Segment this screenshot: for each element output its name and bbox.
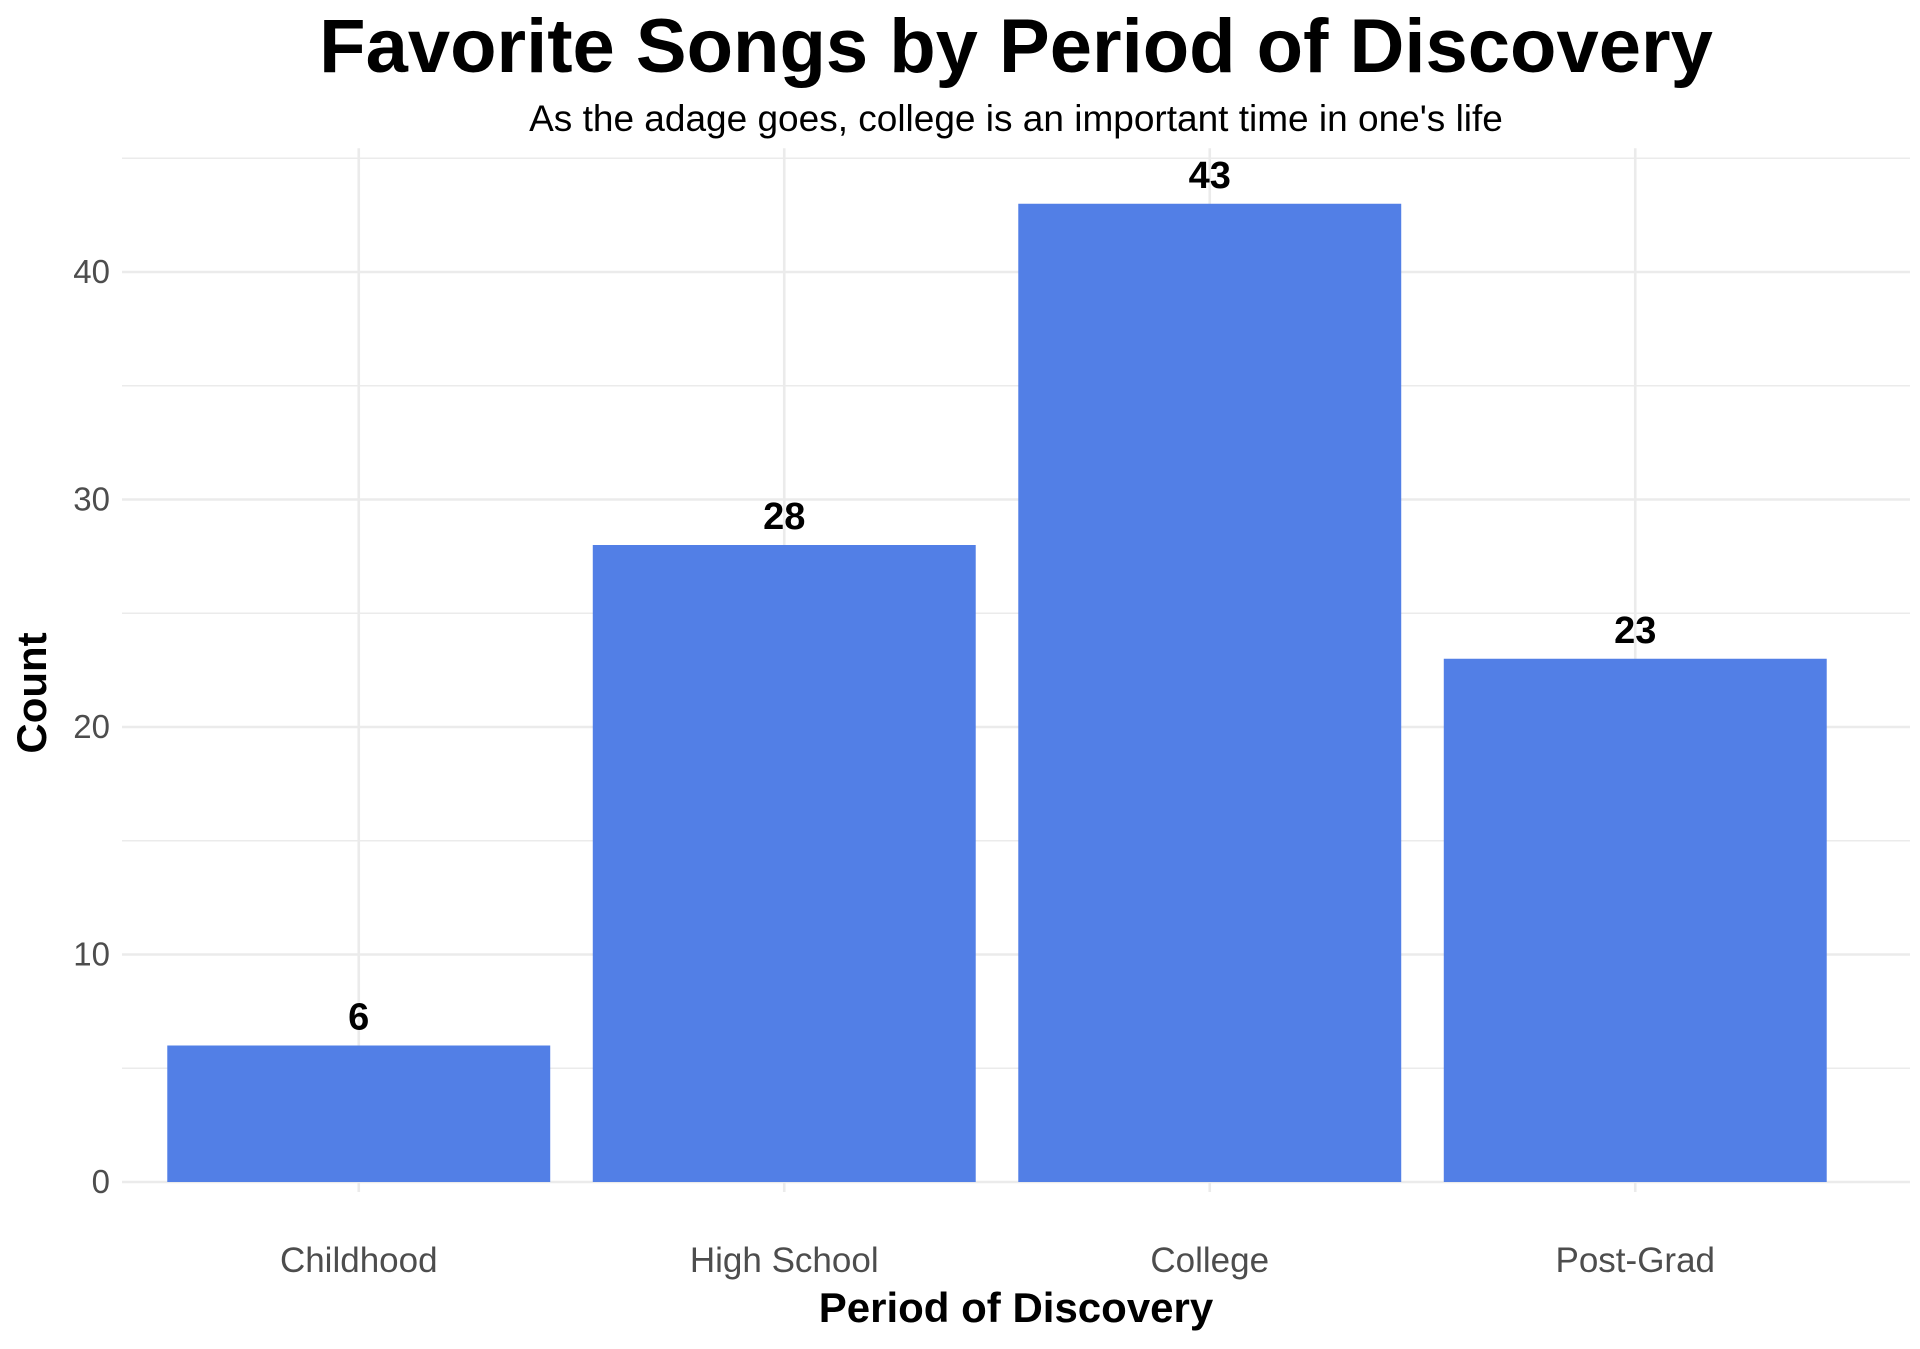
x-tick-label: College bbox=[1150, 1241, 1269, 1280]
x-tick-label: High School bbox=[690, 1241, 879, 1280]
y-axis-ticks: 0 10 20 30 40 bbox=[73, 253, 110, 1200]
bar-value-label: 43 bbox=[1189, 155, 1231, 197]
bar bbox=[592, 545, 976, 1182]
bar bbox=[1018, 203, 1402, 1182]
x-axis-ticks: Childhood High School College Post-Grad bbox=[280, 1241, 1715, 1280]
chart-title: Favorite Songs by Period of Discovery bbox=[319, 4, 1713, 89]
bar-value-label: 6 bbox=[348, 997, 369, 1039]
y-tick-label: 40 bbox=[73, 253, 110, 290]
data-labels: 6 28 43 23 bbox=[348, 155, 1656, 1039]
x-tick-label: Post-Grad bbox=[1556, 1241, 1716, 1280]
y-tick-label: 30 bbox=[73, 481, 110, 518]
y-tick-label: 10 bbox=[73, 936, 110, 973]
x-tick-label: Childhood bbox=[280, 1241, 438, 1280]
bar bbox=[167, 1045, 551, 1182]
y-axis-title: Count bbox=[8, 632, 55, 753]
bar-value-label: 28 bbox=[763, 496, 805, 538]
bar-value-label: 23 bbox=[1614, 610, 1656, 652]
bar bbox=[1443, 658, 1827, 1182]
bars bbox=[167, 203, 1827, 1182]
chart-subtitle: As the adage goes, college is an importa… bbox=[529, 98, 1503, 139]
y-tick-label: 20 bbox=[73, 708, 110, 745]
y-tick-label: 0 bbox=[92, 1163, 110, 1200]
x-axis-title: Period of Discovery bbox=[819, 1284, 1214, 1331]
